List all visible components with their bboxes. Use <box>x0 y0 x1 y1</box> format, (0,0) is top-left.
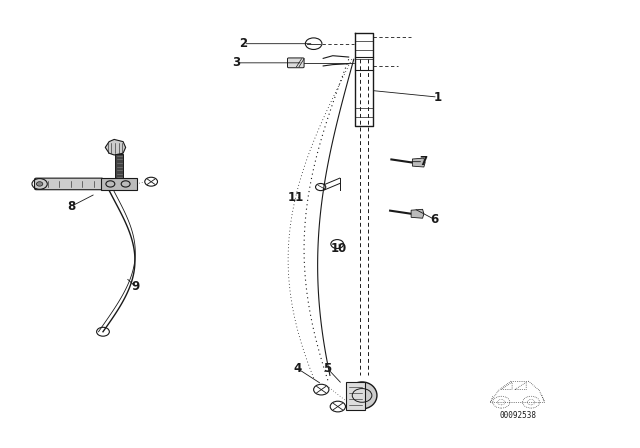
Text: 5: 5 <box>324 362 332 375</box>
FancyBboxPatch shape <box>287 58 304 68</box>
Text: 3: 3 <box>232 56 240 69</box>
Polygon shape <box>105 139 125 155</box>
Text: 7: 7 <box>419 155 428 168</box>
Circle shape <box>36 182 43 186</box>
Text: 9: 9 <box>131 280 140 293</box>
FancyBboxPatch shape <box>115 154 123 180</box>
Text: 10: 10 <box>331 242 348 255</box>
Polygon shape <box>412 158 425 167</box>
Polygon shape <box>411 209 424 218</box>
FancyBboxPatch shape <box>346 382 365 409</box>
FancyBboxPatch shape <box>100 178 137 190</box>
Text: 00092538: 00092538 <box>499 411 536 420</box>
FancyBboxPatch shape <box>35 178 103 190</box>
Text: 6: 6 <box>431 213 439 226</box>
Ellipse shape <box>347 382 377 409</box>
Text: 1: 1 <box>434 90 442 103</box>
Text: 2: 2 <box>239 37 248 50</box>
Text: 4: 4 <box>294 362 302 375</box>
Text: 8: 8 <box>67 200 76 213</box>
Text: 11: 11 <box>287 191 304 204</box>
